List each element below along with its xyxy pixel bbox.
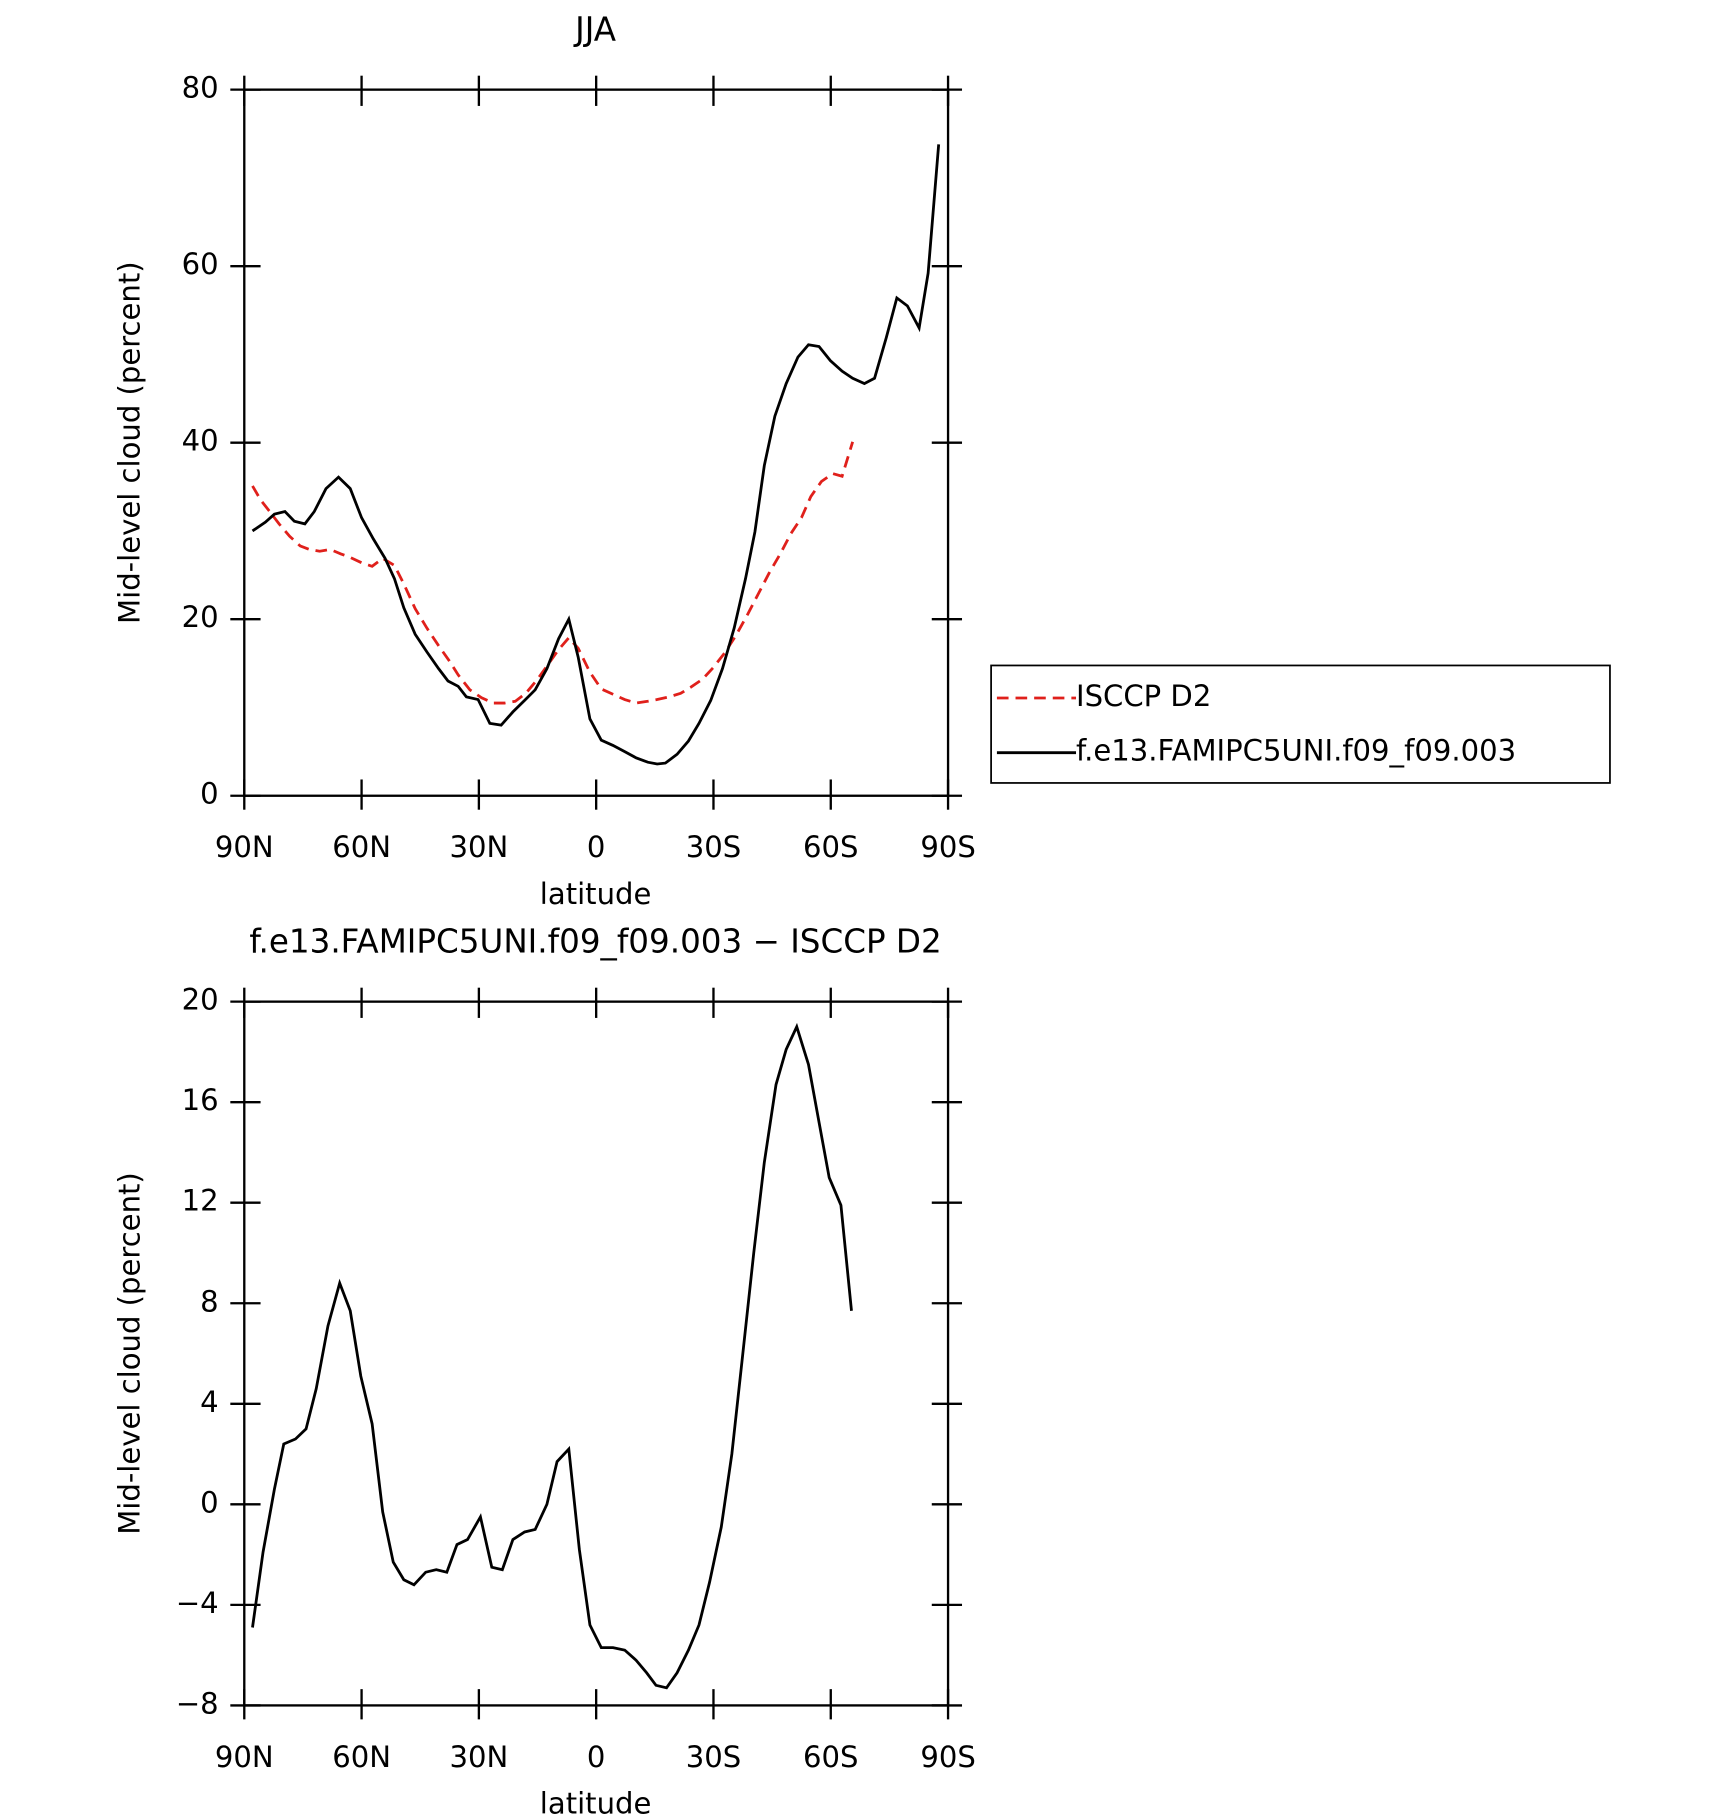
- y-tick-label: 16: [182, 1083, 219, 1117]
- y-tick-label: −4: [176, 1586, 219, 1620]
- y-tick-label: 12: [182, 1184, 219, 1218]
- x-tick-label: 0: [587, 1740, 606, 1774]
- legend: ISCCP D2 f.e13.FAMIPC5UNI.f09_f09.003: [990, 664, 1611, 784]
- x-tick-label: 90S: [920, 1740, 975, 1774]
- data-line: [251, 441, 854, 705]
- y-axis-label: Mid-level cloud (percent): [112, 1172, 146, 1535]
- chart-title: f.e13.FAMIPC5UNI.f09_f09.003 − ISCCP D2: [249, 922, 941, 960]
- legend-label: f.e13.FAMIPC5UNI.f09_f09.003: [1076, 734, 1516, 768]
- x-tick-label: 30N: [449, 1740, 508, 1774]
- x-tick-label: 30N: [449, 830, 508, 864]
- x-tick-label: 30S: [686, 830, 741, 864]
- legend-box: [990, 664, 1611, 784]
- y-tick-label: 40: [182, 424, 219, 458]
- y-tick-label: 0: [200, 777, 219, 811]
- y-tick-label: 20: [182, 983, 219, 1017]
- x-tick-label: 60S: [803, 830, 858, 864]
- y-tick-label: 0: [200, 1485, 219, 1519]
- data-line: [251, 144, 941, 766]
- x-tick-label: 60N: [332, 830, 391, 864]
- x-tick-label: 60N: [332, 1740, 391, 1774]
- y-tick-label: 80: [182, 71, 219, 105]
- x-tick-label: 60S: [803, 1740, 858, 1774]
- plot-frame: [243, 88, 950, 797]
- y-tick-label: 60: [182, 247, 219, 281]
- y-tick-label: −8: [176, 1686, 219, 1720]
- data-line: [251, 1022, 853, 1690]
- x-tick-label: 90N: [215, 1740, 274, 1774]
- x-tick-label: 90S: [920, 830, 975, 864]
- plot-frame: [243, 1000, 950, 1707]
- legend-label: ISCCP D2: [1076, 679, 1211, 713]
- y-tick-label: 4: [200, 1385, 219, 1419]
- y-tick-label: 8: [200, 1284, 219, 1318]
- x-axis-label: latitude: [540, 877, 652, 911]
- x-tick-label: 30S: [686, 1740, 741, 1774]
- y-tick-label: 20: [182, 600, 219, 634]
- x-tick-label: 90N: [215, 830, 274, 864]
- x-axis-label: latitude: [540, 1786, 652, 1816]
- chart-title: JJA: [573, 10, 616, 48]
- x-tick-label: 0: [587, 830, 606, 864]
- y-axis-label: Mid-level cloud (percent): [112, 261, 146, 624]
